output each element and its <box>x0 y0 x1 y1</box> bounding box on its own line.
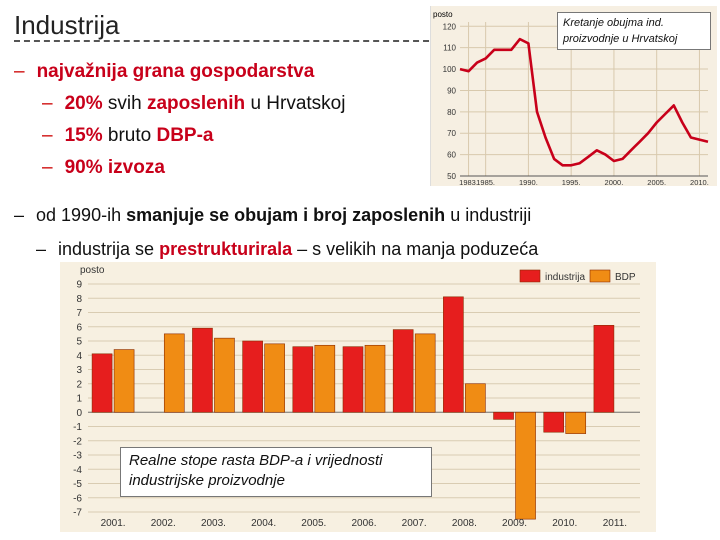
bar-chart-caption: Realne stope rasta BDP-a i vrijednosti i… <box>120 447 432 497</box>
line-chart-series-industrija <box>459 37 709 167</box>
line-chart-ytick: 110 <box>443 44 456 53</box>
bar-chart-ytick: -4 <box>73 465 82 476</box>
legend-swatch-BDP <box>589 269 611 283</box>
bar-industrija-2009 <box>493 411 514 420</box>
bar-industrija-2007 <box>392 329 414 413</box>
bar-chart-ytick: -7 <box>73 508 82 519</box>
line-chart-xtick: 1985. <box>476 178 495 186</box>
bar-chart-xtick: 2007. <box>402 518 427 529</box>
bar-industrija-2010 <box>543 411 565 433</box>
line-chart-ytick: 70 <box>447 129 456 138</box>
bar-chart-ytick: -1 <box>73 422 82 433</box>
line-chart-xtick: 1995. <box>562 178 581 186</box>
bar-chart-xtick: 2003. <box>201 518 226 529</box>
line-chart-ylabel: posto <box>433 10 453 19</box>
title-divider <box>14 40 439 42</box>
line-chart-xtick: 2010. <box>690 178 709 186</box>
line-chart-ytick: 60 <box>447 151 456 160</box>
bar-industrija-2006 <box>342 346 364 413</box>
bar-BDP-2001 <box>113 349 135 413</box>
bullet-main-branch: – najvažnija grana gospodarstva <box>14 61 315 82</box>
bar-chart-ylabel: posto <box>80 265 105 276</box>
bar-chart-ytick: 6 <box>76 322 82 333</box>
bar-chart-ytick: -5 <box>73 479 82 490</box>
line-chart-xtick: 1983. <box>459 178 478 186</box>
line-chart-xtick: 2005. <box>647 178 666 186</box>
bar-BDP-2005 <box>314 344 336 413</box>
bar-chart-xtick: 2010. <box>552 518 577 529</box>
bar-chart-ytick: 9 <box>76 280 82 291</box>
legend-label-industrija: industrija <box>545 272 585 283</box>
line-chart-ytick: 50 <box>447 172 456 181</box>
bar-chart-ytick: 8 <box>76 294 82 305</box>
bar-chart-ytick: 0 <box>76 408 82 419</box>
bar-chart-xtick: 2009. <box>502 518 527 529</box>
bullet-decline: – od 1990-ih smanjuje se obujam i broj za… <box>14 205 532 225</box>
bar-chart-xtick: 2008. <box>452 518 477 529</box>
line-chart-ytick: 90 <box>447 86 456 95</box>
bar-industrija-2003 <box>192 327 213 413</box>
bar-industrija-2011 <box>593 325 615 413</box>
bar-chart-ytick: 4 <box>76 351 82 362</box>
bullet-export: –90% izvoza <box>42 157 165 178</box>
bar-chart-ytick: 2 <box>76 379 82 390</box>
bar-chart-ytick: -6 <box>73 493 82 504</box>
line-chart-ytick: 120 <box>443 22 457 31</box>
bar-chart-ytick: 3 <box>76 365 82 376</box>
bar-BDP-2010 <box>565 411 587 434</box>
bar-industrija-2004 <box>242 340 263 413</box>
bullet-gdp: –15% bruto DBP-a <box>42 125 214 146</box>
bar-chart-xtick: 2006. <box>351 518 376 529</box>
bar-chart-ytick: 7 <box>76 308 82 319</box>
bar-chart-ytick: 1 <box>76 394 82 405</box>
bar-BDP-2008 <box>465 383 486 413</box>
line-chart-xtick: 1990. <box>519 178 538 186</box>
bar-chart-xtick: 2004. <box>251 518 276 529</box>
bar-chart-ytick: -3 <box>73 451 82 462</box>
bar-BDP-2004 <box>264 343 285 413</box>
bar-BDP-2009 <box>515 411 536 520</box>
bar-industrija-2001 <box>91 353 113 413</box>
slide-title: Industrija <box>14 10 120 40</box>
bullet-list-top: – najvažnija grana gospodarstva –20% svih… <box>14 56 345 184</box>
bar-chart-ytick: -2 <box>73 436 82 447</box>
bar-BDP-2002 <box>163 333 185 413</box>
bar-chart-xtick: 2001. <box>101 518 126 529</box>
bar-BDP-2003 <box>214 337 235 413</box>
bar-chart-xtick: 2005. <box>301 518 326 529</box>
bar-BDP-2007 <box>414 333 436 413</box>
bar-industrija-2008 <box>443 296 464 413</box>
bar-industrija-2005 <box>292 346 314 413</box>
line-chart-xtick: 2000. <box>605 178 624 186</box>
bullet-restructure: – industrija se prestrukturirala – s veli… <box>36 239 539 259</box>
line-chart-ytick: 100 <box>443 65 457 74</box>
bar-chart-xtick: 2011. <box>603 518 627 529</box>
bar-chart-xtick: 2002. <box>151 518 176 529</box>
bar-BDP-2006 <box>364 344 386 413</box>
legend-label-BDP: BDP <box>615 272 636 283</box>
bar-chart-ytick: 5 <box>76 337 82 348</box>
line-chart-caption: Kretanje obujma ind. proizvodnje u Hrvat… <box>557 12 711 50</box>
line-chart-ytick: 80 <box>447 108 456 117</box>
bullet-list-bottom: – od 1990-ih smanjuje se obujam i broj za… <box>14 198 538 266</box>
legend-swatch-industrija <box>519 269 541 283</box>
bullet-employment: –20% svih zaposlenih u Hrvatskoj <box>42 93 346 114</box>
